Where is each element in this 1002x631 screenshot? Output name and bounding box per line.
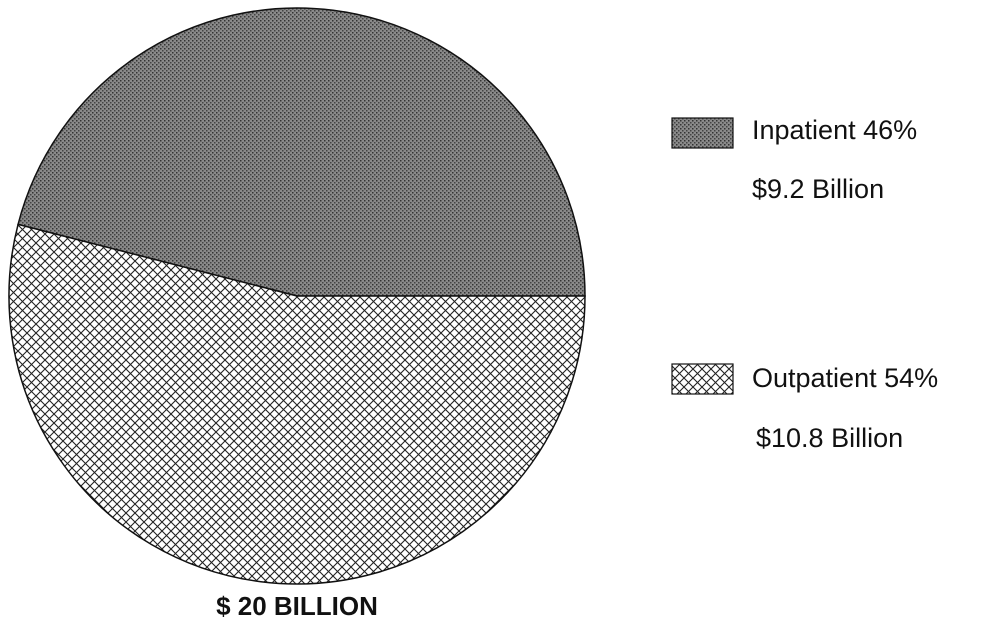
- legend-swatch: [671, 363, 734, 395]
- legend-label: Inpatient 46%: [752, 115, 917, 145]
- legend-category: Outpatient: [752, 363, 877, 393]
- pie-slice: [17, 7, 586, 297]
- legend-value: 54%: [884, 363, 938, 393]
- legend-amount: $10.8 Billion: [756, 423, 903, 453]
- legend-swatch: [671, 117, 734, 149]
- total-label: $ 20 BILLION: [216, 591, 378, 621]
- legend-category: Inpatient: [752, 115, 856, 145]
- legend-amount: $9.2 Billion: [752, 174, 884, 204]
- legend-label: Outpatient 54%: [752, 363, 938, 393]
- legend-value: 46%: [863, 115, 917, 145]
- pie-slice: [8, 223, 586, 585]
